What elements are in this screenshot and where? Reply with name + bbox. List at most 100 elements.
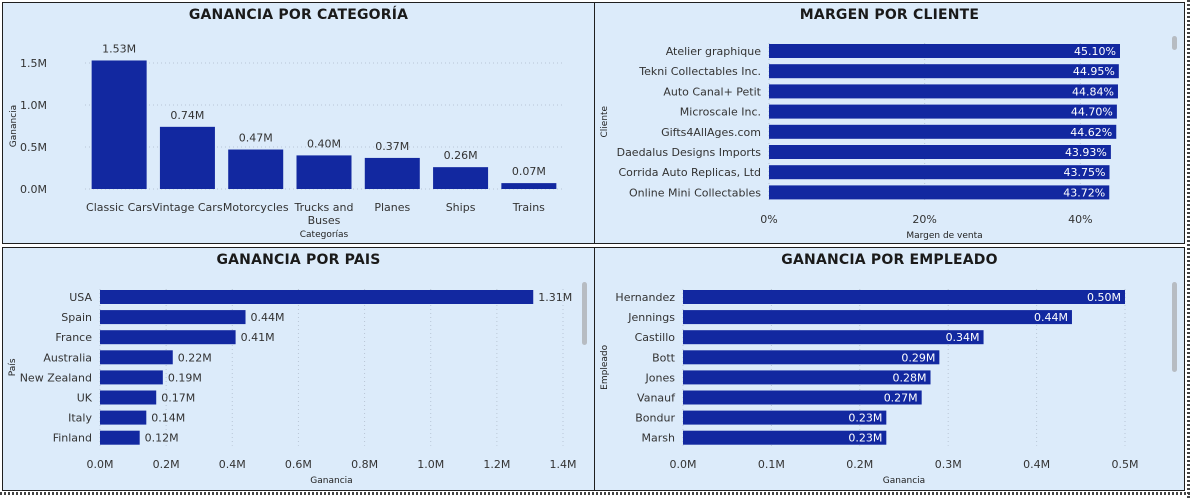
x-tick-label: 0% [760, 213, 777, 226]
data-label: 0.47M [239, 132, 273, 145]
x-tick-label: Ships [446, 201, 476, 214]
y-tick-label: Tekni Collectables Inc. [638, 65, 761, 78]
x-axis-title: Margen de venta [906, 231, 982, 241]
y-axis-title: País [8, 358, 18, 376]
y-tick-label: Jones [645, 371, 676, 384]
y-tick-label: Bott [652, 351, 676, 364]
x-tick-label: Trucks and [294, 201, 354, 214]
y-tick-label: 0.5M [20, 141, 47, 154]
y-tick-label: UK [77, 392, 93, 405]
x-axis-title: Ganancia [883, 476, 925, 486]
bar [100, 350, 173, 365]
y-tick-label: 1.0M [20, 99, 47, 112]
chart-title: GANANCIA POR EMPLEADO [781, 252, 998, 268]
vertical-scrollbar[interactable] [1172, 36, 1177, 50]
data-label: 44.70% [1071, 106, 1113, 119]
y-tick-label: Auto Canal+ Petit [663, 85, 761, 98]
bar [769, 84, 1118, 99]
bar [100, 370, 163, 385]
x-tick-label: 0.5M [1112, 458, 1139, 471]
y-tick-label: 0.0M [20, 183, 47, 196]
y-tick-label: USA [69, 291, 92, 304]
y-tick-label: Bondur [635, 412, 675, 425]
x-tick-label: 0.3M [935, 458, 962, 471]
y-tick-label: France [55, 331, 92, 344]
data-label: 0.50M [1087, 291, 1121, 304]
bar [228, 149, 284, 189]
data-label: 44.62% [1070, 126, 1112, 139]
data-label: 1.53M [102, 42, 136, 55]
panel-ganancia-categoria: GANANCIA POR CATEGORÍA 0.0M 0.5M 1.0M 1.5M 1… [2, 2, 595, 244]
bar [433, 167, 489, 189]
data-label: 44.84% [1072, 85, 1114, 98]
chart-title: GANANCIA POR PAIS [216, 252, 381, 268]
data-label: 0.29M [901, 351, 935, 364]
vertical-scrollbar[interactable] [582, 282, 587, 345]
bar [769, 185, 1110, 200]
x-tick-label: 20% [912, 213, 936, 226]
x-tick-label: 0.4M [1023, 458, 1050, 471]
chart-ganancia-categoria: 0.0M 0.5M 1.0M 1.5M 1.53M Classic Cars 0.74M Vi… [9, 42, 563, 240]
x-tick-label: 40% [1068, 213, 1092, 226]
y-tick-label: Spain [61, 311, 92, 324]
chart-title: MARGEN POR CLIENTE [799, 7, 980, 23]
x-tick-label: 0.2M [846, 458, 873, 471]
y-tick-label: Jennings [627, 311, 675, 324]
bar [100, 290, 534, 304]
bar [100, 410, 147, 425]
y-axis-title: Empleado [600, 344, 610, 389]
bar [100, 430, 140, 445]
chart-ganancia-pais: 0.0M 0.2M 0.4M 0.6M 0.8M 1.0M 1.2M 1.4M USA 1.31M… [8, 289, 577, 486]
bar [683, 370, 931, 385]
y-tick-label: Daedalus Designs Imports [617, 146, 762, 159]
y-tick-label: Corrida Auto Replicas, Ltd [618, 166, 761, 179]
x-tick-label: 0.6M [285, 458, 312, 471]
x-tick-label: 0.2M [153, 458, 180, 471]
data-label: 0.41M [241, 331, 275, 344]
chart-margen-cliente: 0% 20% 40% Atelier graphique 45.10% Tekni Col… [600, 43, 1120, 241]
y-tick-label: Gifts4AllAges.com [661, 126, 761, 139]
bar [100, 390, 157, 405]
bar [364, 157, 420, 189]
data-label: 43.75% [1064, 166, 1106, 179]
chart-ganancia-empleado: 0.0M 0.1M 0.2M 0.3M 0.4M 0.5M Hernandez 0.50M Je… [600, 289, 1139, 486]
y-axis-title: Cliente [600, 105, 610, 137]
page-edge-bottom [0, 492, 1191, 495]
data-label: 0.44M [251, 311, 285, 324]
bar [683, 290, 1125, 304]
data-label: 0.34M [946, 331, 980, 344]
panel-ganancia-pais: GANANCIA POR PAIS 0.0M 0.2M 0.4M 0.6M 0.8M 1.… [2, 247, 595, 491]
x-tick-label: 0.0M [87, 458, 114, 471]
x-tick-label: 0.1M [758, 458, 785, 471]
data-label: 44.95% [1073, 65, 1115, 78]
x-tick-label: 1.2M [483, 458, 510, 471]
data-label: 0.23M [848, 412, 882, 425]
y-tick-label: Marsh [642, 432, 675, 445]
bar [683, 350, 940, 365]
x-tick-label: 1.4M [550, 458, 577, 471]
data-label: 0.19M [168, 371, 202, 384]
y-tick-label: Atelier graphique [666, 45, 762, 58]
data-label: 0.12M [145, 432, 179, 445]
x-tick-label: 0.4M [219, 458, 246, 471]
y-tick-label: Italy [68, 412, 92, 425]
bar [769, 44, 1120, 58]
page-edge-right [1187, 0, 1190, 498]
vertical-scrollbar[interactable] [1172, 282, 1177, 372]
data-label: 0.37M [375, 140, 409, 153]
x-axis-title: Ganancia [310, 476, 352, 486]
chart-title: GANANCIA POR CATEGORÍA [188, 7, 409, 23]
data-label: 0.23M [848, 432, 882, 445]
x-tick-label: 0.0M [670, 458, 697, 471]
panel-ganancia-empleado: GANANCIA POR EMPLEADO 0.0M 0.1M 0.2M 0.3M 0.… [594, 247, 1185, 491]
data-label: 0.74M [170, 109, 204, 122]
bar [683, 330, 984, 345]
y-tick-label: Castillo [635, 331, 676, 344]
bar [501, 183, 557, 189]
y-tick-label: Hernandez [615, 291, 675, 304]
data-label: 43.93% [1065, 146, 1107, 159]
data-label: 0.17M [161, 392, 195, 405]
y-tick-label: 1.5M [20, 57, 47, 70]
data-label: 0.40M [307, 137, 341, 150]
bar [159, 126, 215, 189]
